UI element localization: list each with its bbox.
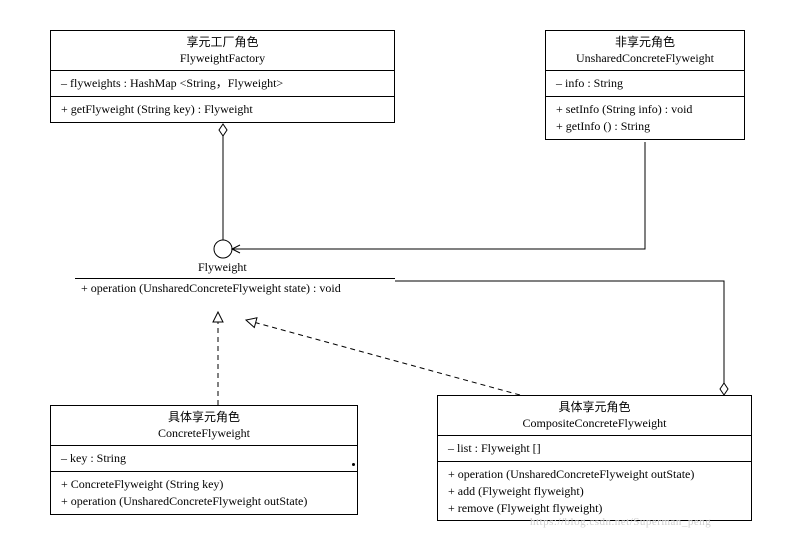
class-title: 具体享元角色 CompositeConcreteFlyweight [438, 396, 751, 436]
attr-row: – info : String [556, 75, 734, 92]
op-row: + getFlyweight (String key) : Flyweight [61, 101, 384, 118]
interface-label: Flyweight [198, 260, 247, 275]
op-row: + operation (UnsharedConcreteFlyweight o… [61, 493, 347, 510]
edge-composite-aggregation [395, 281, 724, 395]
edge-composite-realize [246, 320, 520, 395]
artifact-dot [352, 463, 355, 466]
op-row: + ConcreteFlyweight (String key) [61, 476, 347, 493]
class-title: 具体享元角色 ConcreteFlyweight [51, 406, 357, 446]
op-row: + add (Flyweight flyweight) [448, 483, 741, 500]
interface-operation: + operation (UnsharedConcreteFlyweight s… [75, 278, 395, 296]
attr-row: – flyweights : HashMap <String，Flyweight… [61, 75, 384, 92]
attrs-section: – key : String [51, 446, 357, 472]
edge-unshared-flyweight [232, 142, 645, 249]
attrs-section: – flyweights : HashMap <String，Flyweight… [51, 71, 394, 97]
op-row: + operation (UnsharedConcreteFlyweight o… [448, 466, 741, 483]
op-row: + remove (Flyweight flyweight) [448, 500, 741, 517]
watermark-text: https://blog.csdn.net/Superman_peng [530, 516, 711, 528]
title-cn: 享元工厂角色 [61, 35, 384, 51]
attr-row: – list : Flyweight [] [448, 440, 741, 457]
title-cn: 具体享元角色 [448, 400, 741, 416]
title-en: FlyweightFactory [61, 51, 384, 67]
ops-section: + setInfo (String info) : void + getInfo… [546, 97, 744, 139]
ops-section: + ConcreteFlyweight (String key) + opera… [51, 472, 357, 514]
op-row: + setInfo (String info) : void [556, 101, 734, 118]
attrs-section: – info : String [546, 71, 744, 97]
title-en: CompositeConcreteFlyweight [448, 416, 741, 432]
class-title: 享元工厂角色 FlyweightFactory [51, 31, 394, 71]
ops-section: + operation (UnsharedConcreteFlyweight o… [438, 462, 751, 520]
ops-section: + getFlyweight (String key) : Flyweight [51, 97, 394, 122]
title-en: UnsharedConcreteFlyweight [556, 51, 734, 67]
class-composite-concrete-flyweight: 具体享元角色 CompositeConcreteFlyweight – list… [437, 395, 752, 521]
title-en: ConcreteFlyweight [61, 426, 347, 442]
class-title: 非享元角色 UnsharedConcreteFlyweight [546, 31, 744, 71]
class-flyweight-factory: 享元工厂角色 FlyweightFactory – flyweights : H… [50, 30, 395, 123]
attrs-section: – list : Flyweight [] [438, 436, 751, 462]
op-row: + getInfo () : String [556, 118, 734, 135]
lollipop-interface-circle [214, 240, 232, 258]
attr-row: – key : String [61, 450, 347, 467]
title-cn: 具体享元角色 [61, 410, 347, 426]
class-concrete-flyweight: 具体享元角色 ConcreteFlyweight – key : String … [50, 405, 358, 515]
class-unshared-concrete-flyweight: 非享元角色 UnsharedConcreteFlyweight – info :… [545, 30, 745, 140]
title-cn: 非享元角色 [556, 35, 734, 51]
